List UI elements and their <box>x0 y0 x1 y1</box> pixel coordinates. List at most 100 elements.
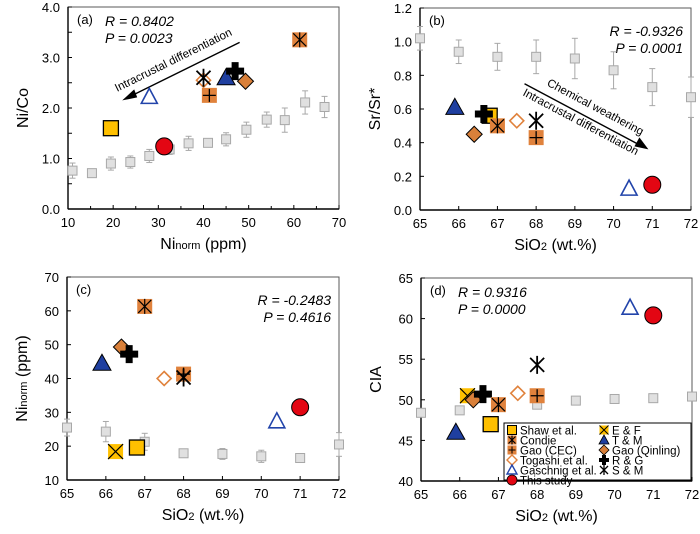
legend-swatch-x <box>599 425 609 435</box>
x-axis-label-tail: (wt.%) <box>195 507 245 524</box>
reference-square <box>183 138 194 149</box>
reference-point <box>241 121 252 138</box>
reference-point <box>531 39 542 75</box>
data-point-ef <box>107 443 124 460</box>
legend-label: Togashi et al. <box>520 456 588 468</box>
stats-r: R = -0.2483 <box>257 292 331 308</box>
y-tick-label: 4.0 <box>42 0 60 15</box>
data-point-togashi <box>509 385 526 402</box>
x-tick-label: 72 <box>684 216 698 231</box>
legend-item: R & G <box>599 455 643 468</box>
reference-point <box>100 420 111 443</box>
legend-marker-gao_cec <box>507 445 517 455</box>
data-point-tm <box>445 422 466 440</box>
reference-square <box>608 65 619 76</box>
reference-point <box>217 448 228 460</box>
y-axis-label-main: Ni <box>14 407 31 422</box>
reference-point <box>62 418 72 437</box>
data-point-gaschnig <box>620 297 640 316</box>
x-tick-label: 69 <box>215 486 229 501</box>
data-point-togashi <box>508 112 525 129</box>
reference-square <box>648 393 659 404</box>
data-point-gaschnig <box>267 411 287 429</box>
gao_qinling-diamond <box>465 125 483 143</box>
legend-swatch <box>506 474 518 486</box>
data-point-condie <box>489 118 505 134</box>
data-point-shaw <box>128 439 146 456</box>
panel-label: (a) <box>77 12 93 27</box>
data-point-condie <box>292 32 308 48</box>
y-axis-label-sub: norm <box>18 382 30 407</box>
reference-square <box>125 157 136 168</box>
data-point-tm <box>444 97 465 115</box>
data-point-togashi <box>156 370 173 387</box>
data-point-rg <box>226 62 245 81</box>
y-axis-label: Ni/Co <box>15 88 32 128</box>
reference-square <box>687 391 697 402</box>
data-point-this-study <box>644 306 663 325</box>
legend-item: Gao (CEC) <box>507 445 577 458</box>
gaschnig-triangle <box>267 411 287 429</box>
legend-item: S & M <box>599 465 643 478</box>
legend-label: Condie <box>520 436 556 448</box>
x-tick-label: 67 <box>137 486 151 501</box>
reference-point <box>570 395 581 406</box>
legend-marker-ef <box>599 425 609 435</box>
this_study-circle <box>644 306 663 325</box>
gaschnig-triangle <box>620 297 640 316</box>
reference-point <box>144 148 155 164</box>
data-point-this-study <box>291 398 310 417</box>
x-axis-label: SiO2 (wt.%) <box>162 507 245 524</box>
reference-square <box>221 134 232 145</box>
x-tick-label: 71 <box>646 487 660 502</box>
reference-square <box>241 124 252 135</box>
x-tick-label: 70 <box>254 486 268 501</box>
data-point-sm <box>529 355 545 374</box>
reference-point <box>295 453 306 464</box>
y-tick-label: 1.0 <box>42 152 60 167</box>
x-axis-label-main: SiO <box>162 507 189 524</box>
stats-r: R = 0.9316 <box>458 284 527 300</box>
legend-marker-condie <box>507 435 517 445</box>
y-tick-label: 55 <box>399 352 413 367</box>
condie-asterisk <box>292 32 307 48</box>
y-tick-label: 50 <box>399 393 413 408</box>
legend-marker-gaschnig <box>505 463 519 475</box>
this_study-circle <box>155 137 174 156</box>
x-tick-label: 67 <box>490 216 504 231</box>
legend-swatch <box>598 434 610 445</box>
reference-point <box>608 51 619 90</box>
tm-triangle <box>444 97 465 115</box>
stats-p: P = 0.0000 <box>458 301 526 317</box>
reference-point <box>105 156 116 171</box>
x-tick-label: 68 <box>530 487 544 502</box>
reference-point <box>648 393 659 404</box>
x-tick-label: 10 <box>61 215 75 230</box>
y-axis-label-main: Ni/Co <box>15 88 32 128</box>
reference-square <box>454 405 465 416</box>
legend-item: E & F <box>599 425 641 438</box>
legend-swatch <box>599 455 609 465</box>
ef-x <box>107 443 124 460</box>
reference-square <box>609 393 620 404</box>
x-tick-label: 65 <box>60 486 74 501</box>
legend-marker-this_study <box>506 474 518 486</box>
arrow-head-icon <box>122 89 138 101</box>
legend-label: E & F <box>612 426 641 438</box>
y-tick-label: 0.0 <box>394 203 412 218</box>
reference-square <box>279 115 290 126</box>
reference-point <box>221 132 232 147</box>
stats-p: P = 0.4616 <box>263 309 331 325</box>
legend-marker-rg <box>599 455 609 465</box>
y-tick-label: 0.6 <box>394 102 412 117</box>
reference-square <box>203 137 214 148</box>
x-tick-label: 30 <box>151 215 165 230</box>
reference-square <box>144 150 155 161</box>
reference-square <box>261 114 272 125</box>
y-tick-label: 45 <box>399 433 413 448</box>
x-tick-label: 65 <box>414 487 428 502</box>
condie-asterisk <box>491 397 506 413</box>
reference-point <box>686 76 696 118</box>
y-tick-label: 0.8 <box>394 68 412 83</box>
tm-triangle <box>445 422 466 440</box>
